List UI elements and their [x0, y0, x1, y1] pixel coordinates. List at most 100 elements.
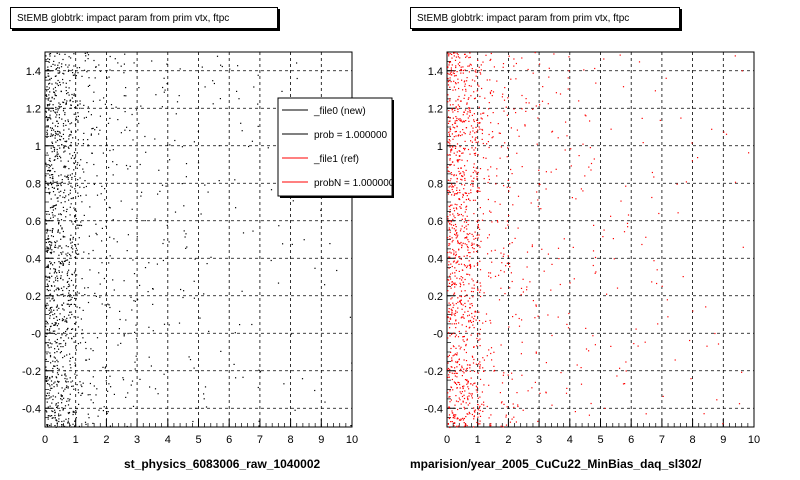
scatter-point [473, 318, 475, 320]
scatter-point [102, 410, 104, 412]
scatter-point [130, 296, 132, 298]
scatter-point [77, 243, 79, 245]
scatter-point [52, 176, 54, 178]
scatter-point [450, 347, 452, 350]
scatter-point [449, 222, 451, 224]
y-tick-label: 1.4 [428, 66, 443, 78]
scatter-point [456, 277, 458, 279]
scatter-point [52, 410, 54, 413]
scatter-point [197, 130, 199, 133]
scatter-point [489, 92, 492, 95]
legend-entry: _file0 (new) [313, 106, 366, 117]
scatter-point [473, 248, 475, 250]
scatter-point [453, 175, 455, 177]
scatter-point [463, 255, 465, 257]
scatter-point [75, 298, 77, 300]
scatter-point [350, 425, 352, 427]
scatter-point [67, 280, 69, 283]
scatter-point [505, 416, 507, 418]
scatter-point [74, 95, 76, 97]
y-tick-label: -0.2 [22, 366, 41, 378]
scatter-point [450, 421, 452, 423]
scatter-point [219, 98, 221, 100]
scatter-point [459, 399, 461, 401]
scatter-point [482, 112, 484, 114]
scatter-point [148, 326, 150, 328]
scatter-point [103, 406, 105, 408]
scatter-point [46, 152, 48, 154]
scatter-point [61, 253, 63, 255]
scatter-point [63, 73, 65, 75]
scatter-point [503, 99, 506, 101]
scatter-point [89, 394, 91, 396]
scatter-point [61, 407, 63, 409]
scatter-point [75, 77, 77, 79]
scatter-point [448, 131, 450, 133]
scatter-point [471, 395, 473, 397]
scatter-point [76, 253, 78, 255]
scatter-point [450, 74, 452, 76]
scatter-point [451, 421, 453, 423]
scatter-point [49, 289, 51, 291]
scatter-point [458, 249, 460, 251]
scatter-point [450, 351, 452, 353]
scatter-point [106, 411, 108, 413]
scatter-point [59, 138, 61, 141]
scatter-point [535, 351, 537, 353]
scatter-point [478, 363, 480, 365]
scatter-point [54, 241, 56, 243]
scatter-point [49, 272, 51, 274]
scatter-point [55, 68, 58, 70]
scatter-point [559, 283, 561, 286]
scatter-point [51, 275, 53, 277]
scatter-point [461, 365, 463, 367]
scatter-point [48, 257, 50, 259]
scatter-point [457, 192, 459, 194]
scatter-point [475, 136, 477, 139]
scatter-point [66, 176, 68, 178]
scatter-point [54, 381, 56, 383]
scatter-point [253, 86, 255, 88]
scatter-point [468, 395, 470, 397]
scatter-point [449, 238, 451, 240]
scatter-point [131, 113, 133, 116]
scatter-point [471, 79, 474, 81]
scatter-point [72, 248, 74, 250]
scatter-point [201, 66, 203, 68]
scatter-point [447, 166, 449, 168]
scatter-point [471, 397, 473, 399]
scatter-point [92, 376, 94, 378]
scatter-point [485, 313, 488, 315]
scatter-point [57, 125, 59, 128]
scatter-point [77, 72, 79, 74]
scatter-point [448, 376, 450, 378]
scatter-point [545, 362, 547, 364]
scatter-point [459, 256, 461, 258]
scatter-point [53, 150, 55, 152]
scatter-point [535, 352, 537, 354]
scatter-point [68, 194, 70, 196]
scatter-point [449, 401, 451, 403]
scatter-point [58, 426, 60, 428]
scatter-point [50, 252, 52, 255]
scatter-point [46, 392, 48, 394]
scatter-point [61, 395, 63, 398]
scatter-point [454, 272, 456, 274]
scatter-point [502, 93, 504, 95]
scatter-point [451, 312, 453, 314]
scatter-point [67, 146, 69, 148]
scatter-point [487, 169, 489, 171]
scatter-point [449, 251, 451, 253]
scatter-point [71, 221, 73, 223]
scatter-point [259, 371, 262, 373]
scatter-point [567, 327, 570, 329]
scatter-point [690, 378, 692, 380]
scatter-point [460, 213, 462, 216]
scatter-point [47, 169, 50, 171]
scatter-point [64, 150, 66, 152]
scatter-point [525, 102, 527, 104]
scatter-point [466, 379, 468, 381]
scatter-point [56, 325, 58, 327]
scatter-point [50, 65, 52, 67]
